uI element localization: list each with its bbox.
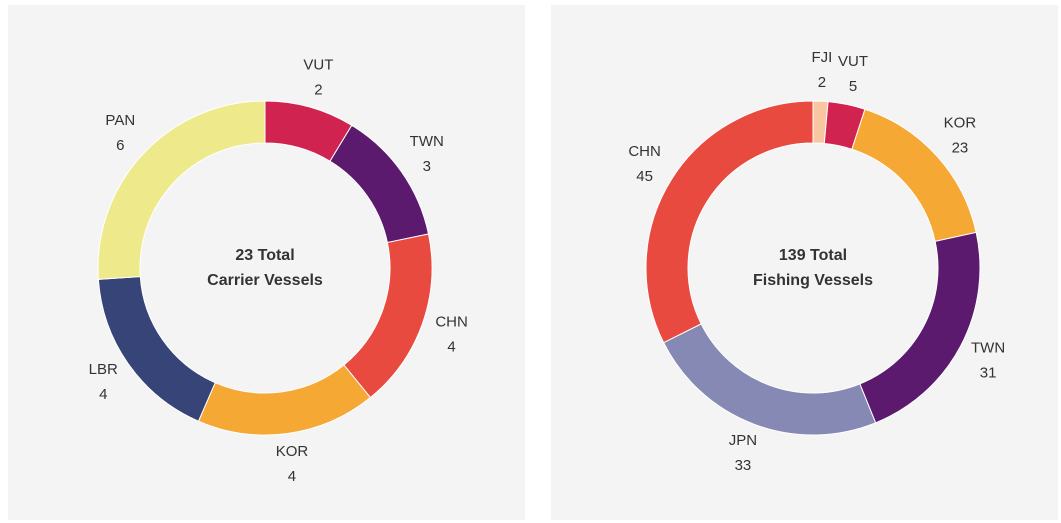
segment-name: CHN <box>628 143 661 160</box>
segment-value: 3 <box>423 158 431 175</box>
center-label: Fishing Vessels <box>753 272 873 289</box>
segment-value: 2 <box>818 74 826 91</box>
segment-name: KOR <box>276 443 309 460</box>
segment-value: 2 <box>314 81 322 98</box>
segment-name: VUT <box>303 56 333 73</box>
segment-value: 6 <box>116 137 124 154</box>
segment-value: 4 <box>99 386 107 403</box>
donut-segment <box>97 100 266 280</box>
segment-value: 45 <box>636 168 653 185</box>
segment-value: 33 <box>735 457 752 474</box>
center-label: 23 Total <box>235 247 294 264</box>
segment-name: FJI <box>812 49 833 66</box>
segment-name: KOR <box>944 114 977 131</box>
segment-value: 23 <box>952 139 969 156</box>
segment-name: TWN <box>410 133 444 150</box>
segment-value: 4 <box>288 468 296 485</box>
segment-name: PAN <box>105 112 135 129</box>
segment-name: CHN <box>435 313 468 330</box>
segment-name: LBR <box>89 361 118 378</box>
segment-name: TWN <box>971 339 1005 356</box>
segment-name: VUT <box>838 53 868 70</box>
center-label: Carrier Vessels <box>207 272 323 289</box>
donut-segment <box>645 100 814 344</box>
segment-value: 31 <box>980 364 997 381</box>
segment-name: JPN <box>729 432 757 449</box>
segment-value: 4 <box>447 338 455 355</box>
segment-value: 5 <box>849 78 857 95</box>
center-label: 139 Total <box>779 247 847 264</box>
